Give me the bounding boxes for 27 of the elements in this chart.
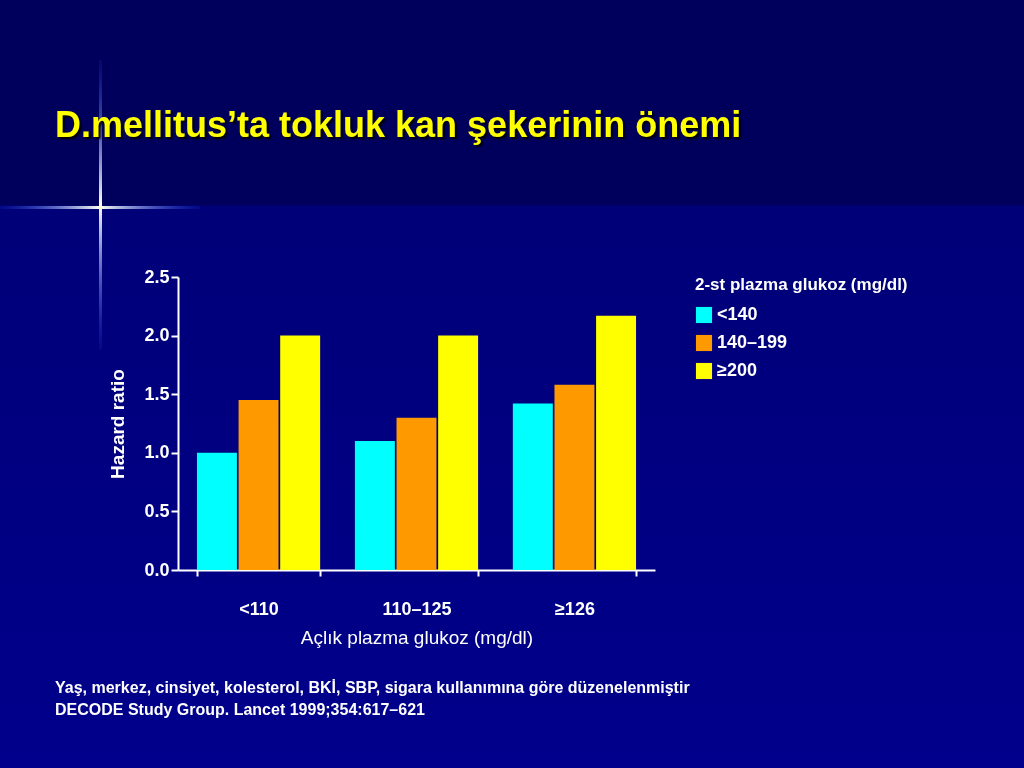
- bar: [238, 400, 279, 570]
- text: DECODE Study Group. Lancet 1999;354:617–621: [55, 700, 426, 720]
- bar: [596, 315, 637, 570]
- bar: [196, 452, 237, 570]
- bar: [512, 403, 553, 570]
- y-tick-label: 1.0: [144, 442, 170, 463]
- legend-label: 140–199: [717, 332, 788, 352]
- bar: [354, 441, 395, 570]
- chart-title: D.mellitus’ta tokluk kan şekerinin önemi: [55, 104, 742, 146]
- legend-title: 2-st plazma glukoz (mg/dl): [695, 275, 908, 294]
- legend-label: <140: [717, 304, 758, 324]
- y-tick-label: 1.5: [144, 383, 170, 404]
- text: Yaş, merkez, cinsiyet, kolesterol, BKİ, SBP, sigara kullanımına göre düzenelenmiştir: [55, 678, 690, 698]
- bar: [396, 417, 437, 570]
- bar: [280, 335, 321, 570]
- x-axis-title: Açlık plazma glukoz (mg/dl): [300, 626, 534, 648]
- y-tick-label: 2.0: [144, 325, 170, 346]
- legend-label: ≥200: [717, 360, 757, 380]
- bar: [438, 335, 479, 570]
- y-tick-label: 0.0: [144, 559, 170, 580]
- y-tick-label: 2.5: [144, 266, 170, 287]
- x-tick-label: ≥126: [554, 598, 595, 619]
- bar: [554, 384, 595, 570]
- x-tick-label: 110–125: [382, 598, 452, 619]
- y-axis-title: Hazard ratio: [107, 369, 129, 479]
- x-tick-label: <110: [239, 598, 279, 619]
- y-tick-label: 0.5: [144, 500, 170, 521]
